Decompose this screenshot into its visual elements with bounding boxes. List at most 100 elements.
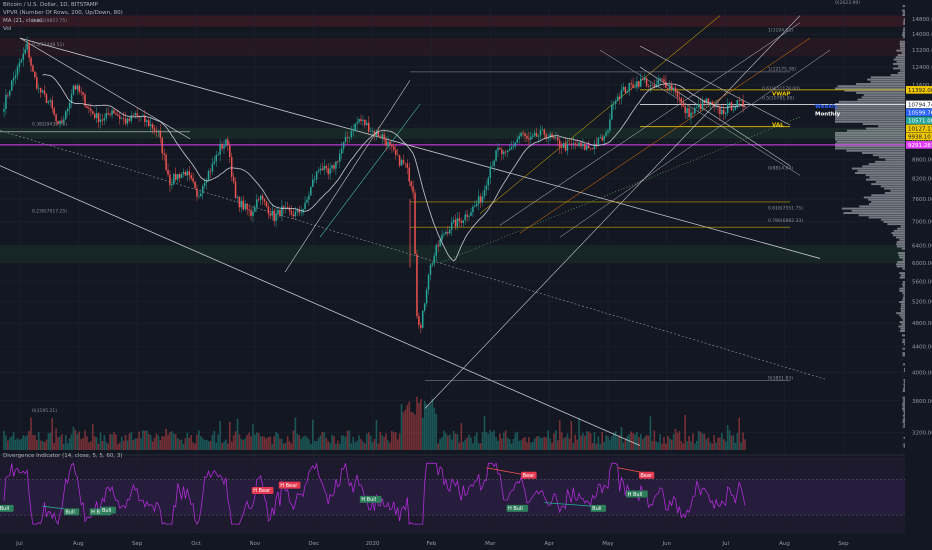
candle[interactable] bbox=[132, 114, 135, 116]
candle[interactable] bbox=[124, 118, 127, 124]
candle[interactable] bbox=[290, 211, 293, 215]
trend-line[interactable] bbox=[599, 49, 801, 176]
candle[interactable] bbox=[684, 106, 686, 114]
candle[interactable] bbox=[497, 147, 499, 151]
candle[interactable] bbox=[634, 87, 636, 89]
trend-drawings[interactable] bbox=[0, 15, 905, 446]
candle[interactable] bbox=[661, 78, 663, 80]
candle[interactable] bbox=[279, 210, 281, 217]
candle[interactable] bbox=[103, 118, 106, 121]
candle[interactable] bbox=[406, 163, 409, 168]
candle[interactable] bbox=[12, 77, 15, 81]
candle[interactable] bbox=[240, 200, 243, 208]
candle[interactable] bbox=[119, 115, 121, 119]
candle[interactable] bbox=[315, 171, 318, 180]
candle[interactable] bbox=[32, 65, 34, 72]
candle[interactable] bbox=[713, 104, 715, 108]
candle[interactable] bbox=[339, 153, 341, 162]
candle[interactable] bbox=[607, 130, 609, 133]
candle[interactable] bbox=[738, 100, 740, 101]
candle[interactable] bbox=[248, 209, 250, 211]
trend-line[interactable] bbox=[19, 37, 191, 140]
candle[interactable] bbox=[479, 196, 482, 203]
candle[interactable] bbox=[477, 196, 480, 204]
candle[interactable] bbox=[93, 113, 96, 119]
candle[interactable] bbox=[76, 85, 79, 90]
candle[interactable] bbox=[726, 103, 729, 113]
candle[interactable] bbox=[697, 103, 700, 108]
candle[interactable] bbox=[153, 128, 156, 131]
candle[interactable] bbox=[128, 118, 131, 121]
candle[interactable] bbox=[367, 122, 370, 132]
candle[interactable] bbox=[207, 171, 210, 181]
candle[interactable] bbox=[205, 180, 208, 183]
candle[interactable] bbox=[636, 81, 638, 88]
candle[interactable] bbox=[333, 165, 335, 169]
legend-ma[interactable]: MA (21, close) bbox=[3, 18, 43, 24]
candle[interactable] bbox=[348, 136, 351, 138]
candle[interactable] bbox=[506, 150, 509, 153]
candle[interactable] bbox=[7, 94, 9, 96]
price-axis[interactable]: 3200.00 3600.00 4000.00 4400.00 4800.00 5200.… bbox=[905, 0, 932, 550]
candle[interactable] bbox=[43, 90, 46, 95]
candle[interactable] bbox=[167, 169, 169, 175]
candle[interactable] bbox=[292, 214, 295, 217]
legend-vpvr[interactable]: VPVR (Number Of Rows, 200, Up/Down, 80) bbox=[3, 10, 123, 16]
candle[interactable] bbox=[358, 119, 360, 123]
candle[interactable] bbox=[667, 87, 669, 90]
candle[interactable] bbox=[271, 210, 273, 216]
candle[interactable] bbox=[723, 109, 725, 114]
candle[interactable] bbox=[213, 161, 216, 164]
candle[interactable] bbox=[616, 96, 619, 101]
candle[interactable] bbox=[657, 80, 659, 85]
trend-line[interactable] bbox=[639, 66, 791, 166]
candle[interactable] bbox=[587, 145, 590, 149]
candle[interactable] bbox=[88, 107, 90, 109]
candle[interactable] bbox=[182, 172, 185, 175]
trend-line[interactable] bbox=[319, 104, 421, 238]
candle[interactable] bbox=[238, 196, 241, 208]
candle[interactable] bbox=[325, 165, 328, 169]
candle[interactable] bbox=[597, 137, 600, 146]
candle[interactable] bbox=[530, 136, 532, 140]
candle[interactable] bbox=[371, 130, 374, 132]
candle[interactable] bbox=[186, 171, 189, 176]
candle[interactable] bbox=[421, 310, 424, 328]
candle[interactable] bbox=[53, 108, 55, 115]
candle[interactable] bbox=[63, 119, 65, 123]
candle[interactable] bbox=[499, 147, 501, 150]
candle[interactable] bbox=[688, 108, 690, 118]
candle[interactable] bbox=[296, 210, 299, 212]
candle[interactable] bbox=[78, 85, 81, 92]
candle[interactable] bbox=[483, 189, 486, 197]
candle[interactable] bbox=[165, 154, 167, 170]
candle[interactable] bbox=[10, 80, 13, 91]
candle[interactable] bbox=[414, 192, 416, 255]
candle[interactable] bbox=[630, 83, 632, 85]
candle[interactable] bbox=[572, 143, 575, 145]
candle[interactable] bbox=[362, 119, 364, 121]
candle[interactable] bbox=[692, 112, 694, 114]
candle[interactable] bbox=[198, 196, 200, 197]
candle[interactable] bbox=[257, 199, 260, 201]
candle[interactable] bbox=[24, 49, 26, 54]
candle[interactable] bbox=[711, 102, 713, 105]
candle[interactable] bbox=[398, 155, 401, 166]
candle[interactable] bbox=[344, 136, 347, 143]
candle[interactable] bbox=[535, 132, 538, 137]
candle[interactable] bbox=[701, 100, 704, 110]
candle[interactable] bbox=[518, 136, 520, 139]
candle[interactable] bbox=[605, 132, 607, 136]
candle[interactable] bbox=[549, 133, 551, 138]
candle[interactable] bbox=[501, 149, 503, 155]
candle[interactable] bbox=[174, 173, 177, 180]
candle[interactable] bbox=[223, 145, 225, 149]
candle[interactable] bbox=[537, 135, 540, 137]
candle[interactable] bbox=[200, 193, 202, 197]
candle[interactable] bbox=[294, 211, 297, 217]
candle[interactable] bbox=[647, 86, 650, 87]
candle[interactable] bbox=[86, 106, 88, 108]
candle[interactable] bbox=[107, 113, 109, 115]
candle[interactable] bbox=[462, 220, 465, 223]
